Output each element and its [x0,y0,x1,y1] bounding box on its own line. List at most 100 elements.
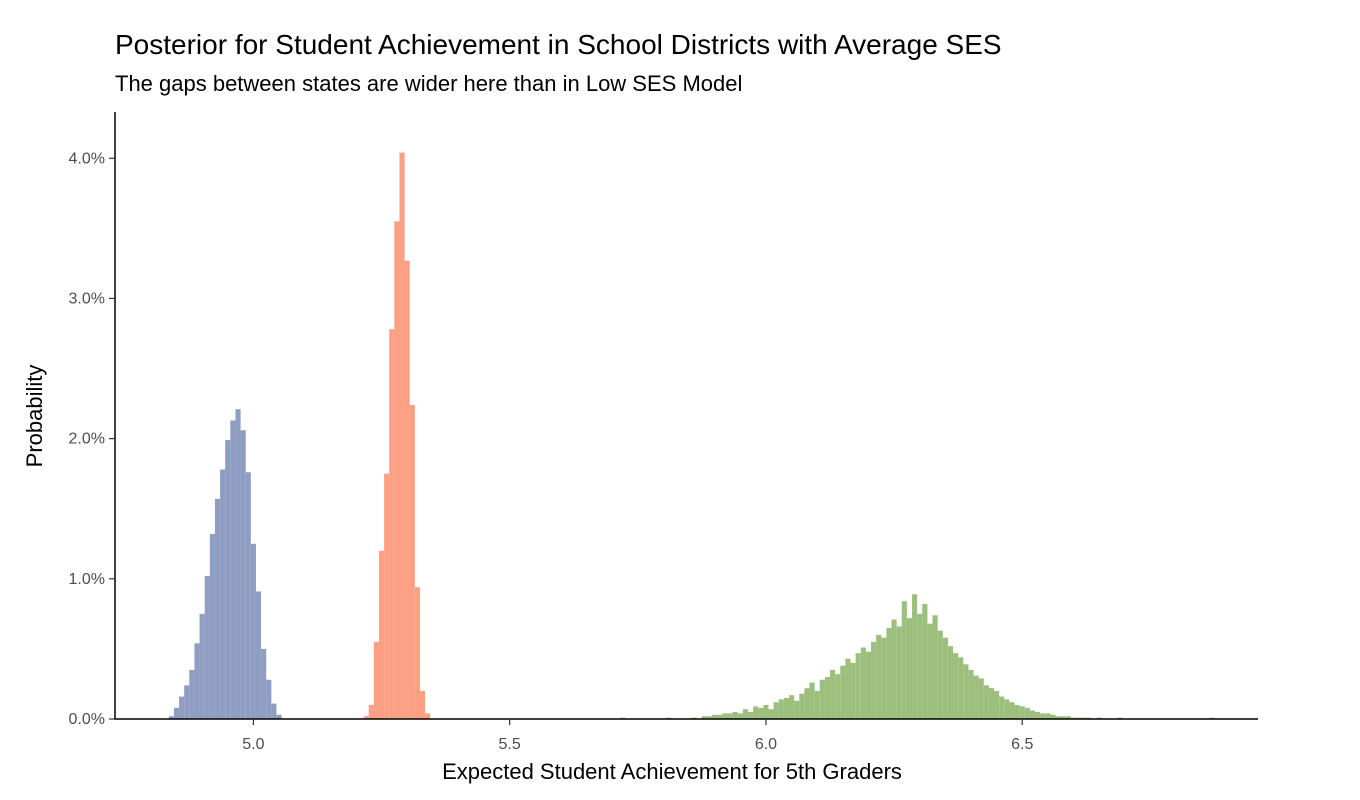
histogram-bar [922,604,928,719]
histogram-bar [732,711,738,719]
histogram-bar [1029,710,1036,719]
x-tick-label: 6.0 [755,736,777,753]
histogram-bar [727,713,733,719]
y-tick-label: 0.0% [69,711,105,728]
histogram-bar [753,706,759,719]
histogram-bar [927,623,933,719]
histogram-bar [717,714,723,719]
y-tick-label: 2.0% [69,431,105,448]
histogram-bar [988,688,995,719]
histogram-bar [942,637,948,719]
histogram-bar [425,713,431,719]
histogram-bar [722,713,728,719]
histogram-bar [394,221,400,719]
histogram-bar [368,704,374,719]
histogram-bar [871,641,877,719]
histogram-bar [179,696,185,719]
histogram-bar [804,688,810,719]
histogram-bar [742,709,749,719]
histogram-bar [389,329,395,719]
histogram-bar [865,651,872,719]
x-tick-label: 5.5 [499,736,521,753]
histogram-bar [194,643,200,719]
chart-title: Posterior for Student Achievement in Sch… [115,29,1002,60]
histogram-bar [896,626,902,719]
histogram-bar [855,653,861,719]
histogram-bar [886,627,892,719]
histogram-bar [707,716,713,719]
histogram-bar [1045,713,1051,719]
histogram-bar [399,152,405,719]
x-axis-title: Expected Student Achievement for 5th Gra… [442,759,902,784]
chart-subtitle: The gaps between states are wider here t… [115,71,742,96]
histogram-bar [261,648,267,719]
histogram-bar [932,615,938,719]
histogram-bar [173,707,180,719]
histogram-bar [168,716,174,719]
histogram-bar [240,430,246,719]
histogram-bar [937,630,943,719]
histogram-bar [1060,716,1066,719]
bars-layer [168,152,1215,719]
histogram-bar [737,713,743,719]
histogram-bar [748,711,754,719]
histogram-bar [963,664,969,719]
histogram-bar [373,641,379,719]
y-axis-title: Probability [22,365,47,468]
histogram-bar [845,658,851,719]
histogram-bar [1040,713,1046,719]
histogram-bar [414,587,420,719]
histogram-bar [404,260,410,719]
histogram-bar [189,669,195,719]
histogram-bar [1019,706,1025,719]
histogram-bar [840,665,846,719]
histogram-bar [983,685,989,719]
x-ticks: 5.0 5.5 6.0 6.5 [242,719,1033,753]
histogram-bar [1065,716,1071,719]
histogram-bar [409,404,415,719]
histogram-bar [276,714,282,719]
histogram-bar [809,682,815,719]
x-tick-label: 5.0 [242,736,264,753]
y-tick-label: 4.0% [69,150,105,167]
histogram-bar [271,703,277,719]
histogram-bar [958,657,964,719]
histogram-bar [783,697,790,719]
histogram-bar [824,676,831,719]
histogram-bar [184,685,190,719]
histogram-bar [230,420,236,719]
histogram-bar [250,543,256,719]
histogram-bar [225,440,231,719]
histogram-bar [204,576,210,719]
histogram-bar [814,690,820,719]
histogram-bar [701,716,708,719]
histogram-bar [384,473,390,719]
histogram-bar [830,669,836,719]
histogram-bar [799,693,805,719]
histogram-bar [758,707,764,719]
histogram-bar [1014,704,1020,719]
histogram-bar [819,679,825,719]
histogram-bar [378,550,385,719]
histogram-bar [973,675,979,719]
histogram-bar [763,704,769,719]
histogram-bar [266,679,272,719]
histogram-bar [245,472,251,719]
histogram-bar [1004,699,1010,719]
histogram-bar [835,674,841,719]
histogram-bar [773,702,779,719]
histogram-bar [363,716,369,719]
histogram-bar [947,646,954,719]
y-tick-label: 3.0% [69,290,105,307]
histogram-bar [860,647,866,719]
histogram-bar [881,637,887,719]
histogram-bar [768,709,774,719]
histogram-bar [912,594,918,719]
histogram-bar [209,533,215,719]
histogram-bar [850,662,856,719]
histogram-bar [199,613,205,719]
histogram-bar [953,653,959,719]
histogram-bar [999,696,1005,719]
histogram-bar [1050,714,1056,719]
